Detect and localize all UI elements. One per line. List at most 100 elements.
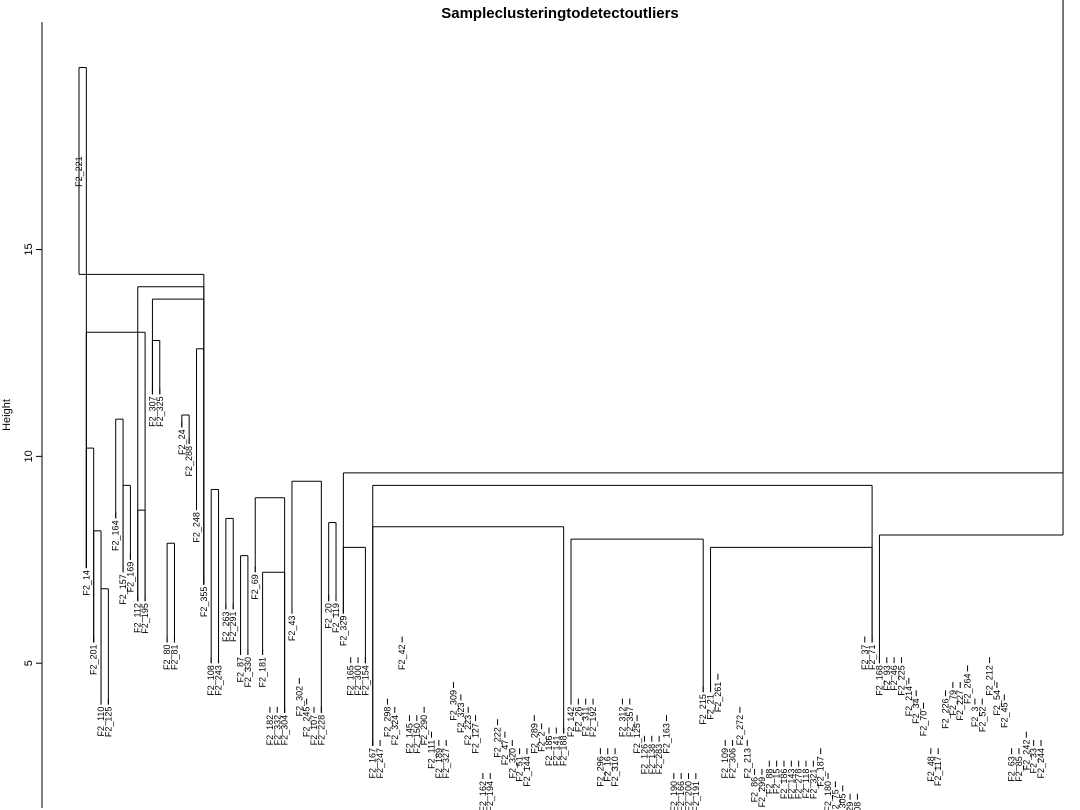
leaf-label: F2_180: [823, 781, 833, 810]
leaf-label: F2_48: [926, 756, 936, 782]
leaf-label: F2_24: [177, 429, 187, 455]
leaf-label: F2_162: [478, 781, 488, 810]
leaf-label: F2_242: [1021, 740, 1031, 771]
leaf-label: F2_51: [515, 756, 525, 782]
chart-title: Sampleclusteringtodetectoutliers: [441, 5, 679, 22]
leaf-label: F2_141: [551, 736, 561, 767]
leaf-label: F2_42: [397, 645, 407, 671]
leaf-label: F2_93: [882, 665, 892, 691]
leaf-label: F2_212: [985, 665, 995, 696]
leaf-label: F2_187: [816, 756, 826, 787]
leaf-label: F2_126: [639, 744, 649, 775]
leaf-label: F2_166: [676, 781, 686, 810]
leaf-label: F2_109: [720, 748, 730, 779]
leaf-label: F2_157: [118, 574, 128, 605]
y-tick-label: 15: [23, 243, 35, 255]
leaf-label: F2_71: [867, 645, 877, 671]
leaf-label: F2_14: [81, 570, 91, 596]
leaf-label: F2_263: [221, 611, 231, 642]
leaf-label: F2_327: [441, 748, 451, 779]
leaf-label: F2_330: [243, 657, 253, 688]
leaf-label: F2_43: [287, 616, 297, 642]
leaf-label: F2_227: [955, 690, 965, 721]
leaf-label: F2_79: [948, 690, 958, 716]
leaf-label: F2_306: [728, 748, 738, 779]
leaf-label: F2_300: [353, 665, 363, 696]
leaf-label: F2_244: [1036, 748, 1046, 779]
leaf-label: F2_298: [382, 707, 392, 738]
leaf-label: F2_214: [904, 686, 914, 717]
leaf-label: F2_145: [404, 723, 414, 754]
leaf-label: F2_304: [280, 715, 290, 746]
leaf-label: F2_143: [786, 769, 796, 800]
leaf-label: F2_164: [111, 520, 121, 551]
leaf-label: F2_138: [647, 744, 657, 775]
leaf-label: F2_69: [250, 574, 260, 600]
leaf-label: F2_163: [661, 723, 671, 754]
leaf-label: F2_302: [294, 686, 304, 717]
leaf-label: F2_248: [191, 512, 201, 543]
leaf-label: F2_75: [830, 789, 840, 810]
leaf-label: F2_181: [258, 657, 268, 688]
leaf-label: F2_81: [169, 645, 179, 671]
leaf-label: F2_63: [1007, 756, 1017, 782]
leaf-label: F2_188: [559, 736, 569, 767]
leaf-label: F2_329: [338, 616, 348, 647]
leaf-label: F2_110: [96, 707, 106, 737]
leaf-label: F2_201: [89, 645, 99, 676]
leaf-label: F2_182: [265, 715, 275, 746]
leaf-label: F2_107: [309, 715, 319, 746]
leaf-label: F2_289: [529, 723, 539, 754]
leaf-label: F2_154: [360, 665, 370, 696]
leaf-label: F2_144: [522, 756, 532, 787]
leaf-label: F2_223: [463, 715, 473, 746]
leaf-label: F2_47: [500, 740, 510, 766]
leaf-label: F2_296: [595, 756, 605, 787]
leaf-label: F2_186: [544, 736, 554, 767]
leaf-label: F2_186: [779, 769, 789, 800]
y-axis: 5 10 15: [23, 22, 43, 808]
leaf-label: F2_221: [74, 156, 84, 187]
leaf-label: F2_261: [713, 682, 723, 713]
leaf-label: F2_88: [764, 769, 774, 795]
leaf-label: F2_228: [316, 715, 326, 746]
leaf-label: F2_290: [419, 715, 429, 746]
leaf-label: F2_189: [434, 748, 444, 779]
leaf-label: F2_15: [772, 769, 782, 795]
leaf-label: F2_191: [691, 781, 701, 810]
leaf-label: F2_357: [625, 707, 635, 738]
leaf-label: F2_243: [214, 665, 224, 696]
leaf-label: F2_278: [794, 769, 804, 800]
leaf-label: F2_324: [390, 715, 400, 746]
leaf-label: F2_33: [1029, 748, 1039, 774]
leaf-label: F2_305: [838, 793, 848, 810]
leaf-label: F2_200: [684, 781, 694, 810]
leaf-label: F2_16: [603, 756, 613, 782]
leaf-label: F2_70: [919, 711, 929, 737]
leaf-label: F2_45: [999, 702, 1009, 728]
leaf-label: F2_307: [147, 396, 157, 427]
leaf-label: F2_247: [375, 748, 385, 779]
leaf-label: F2_112: [133, 603, 143, 633]
leaf-label: F2_3: [970, 707, 980, 728]
leaf-label: F2_34: [911, 698, 921, 724]
leaf-label: F2_108: [206, 665, 216, 696]
leaf-label: F2_150: [412, 723, 422, 754]
leaf-label: F2_46: [889, 665, 899, 691]
leaf-label: F2_167: [368, 748, 378, 779]
leaf-label: F2_195: [140, 603, 150, 634]
leaf-label: F2_226: [941, 698, 951, 729]
leaf-label: F2_225: [896, 665, 906, 696]
leaf-label: F2_194: [485, 781, 495, 810]
leaf-label: F2_2: [537, 731, 547, 752]
leaf-label: F2_325: [155, 396, 165, 427]
leaf-label: F2_245: [302, 707, 312, 738]
leaf-label: F2_119: [331, 603, 341, 633]
leaf-label: F2_222: [493, 727, 503, 758]
leaf-label: F2_355: [199, 587, 209, 618]
leaf-label: F2_20: [324, 603, 334, 629]
leaf-label: F2_125: [632, 723, 642, 754]
leaf-label: F2_118: [801, 769, 811, 799]
leaf-label: F2_310: [610, 756, 620, 787]
leaf-label: F2_37: [860, 645, 870, 671]
